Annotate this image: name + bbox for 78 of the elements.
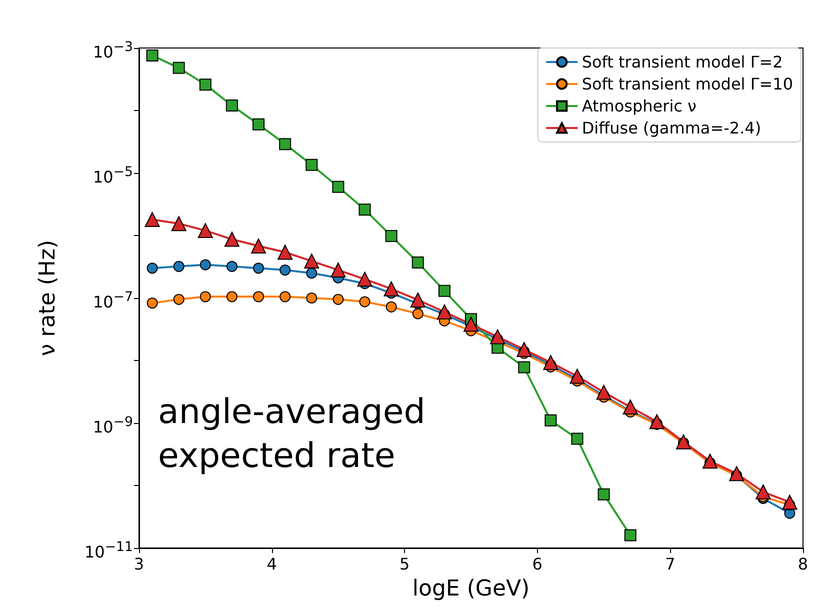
point	[280, 264, 291, 276]
point	[436, 304, 452, 320]
x-tick-label: 6	[532, 554, 542, 574]
point	[278, 244, 293, 260]
point	[571, 432, 584, 445]
point	[410, 292, 426, 308]
x-tick-label: 7	[665, 554, 676, 574]
point	[253, 262, 264, 274]
point	[226, 260, 238, 272]
annotation: angle-averaged expected rate	[158, 392, 426, 476]
y-axis-title: ν rate (Hz)	[36, 240, 60, 356]
point	[306, 268, 318, 279]
point	[384, 281, 399, 296]
y-tick-label: 10$^{−7}$	[92, 289, 133, 312]
legend-label: Soft transient model Γ=2	[582, 52, 783, 72]
x-axis-title: logE (GeV)	[412, 576, 530, 602]
point	[624, 529, 636, 542]
y-tick-label: 10$^{−9}$	[92, 414, 133, 438]
point	[280, 291, 291, 302]
legend-label: Diffuse (gamma=-2.4)	[582, 118, 762, 138]
point	[332, 180, 344, 193]
point	[144, 212, 160, 228]
point	[226, 291, 238, 302]
x-tick-label: 4	[266, 554, 277, 574]
point	[490, 329, 506, 344]
point	[518, 361, 530, 374]
point	[596, 384, 612, 400]
point	[226, 100, 238, 112]
point	[543, 354, 558, 370]
point	[386, 301, 397, 312]
point	[251, 238, 266, 254]
point	[306, 158, 318, 171]
point	[544, 414, 557, 426]
y-tick-label: 10$^{−5}$	[92, 164, 133, 188]
point	[306, 292, 318, 304]
point	[782, 494, 798, 510]
x-tick-label: 5	[400, 554, 410, 574]
point	[332, 294, 344, 305]
legend-label: Atmospheric ν	[582, 96, 697, 116]
point	[330, 262, 346, 278]
x-tick-label: 8	[798, 554, 808, 574]
point	[649, 414, 664, 430]
point	[412, 308, 424, 320]
point	[279, 138, 292, 150]
point	[200, 291, 211, 302]
point	[464, 316, 478, 332]
point	[729, 466, 744, 482]
point	[516, 342, 532, 357]
point	[622, 400, 638, 415]
point	[146, 298, 158, 309]
point	[200, 259, 211, 270]
point	[304, 254, 320, 269]
point	[756, 484, 771, 500]
point	[198, 223, 213, 238]
point	[676, 434, 691, 450]
point	[171, 216, 186, 232]
point	[173, 294, 184, 305]
point	[199, 78, 212, 91]
point	[253, 291, 264, 302]
point	[412, 256, 424, 268]
point	[224, 232, 240, 247]
point	[252, 118, 265, 130]
point	[358, 204, 371, 216]
point	[385, 230, 398, 242]
point	[570, 368, 585, 384]
point	[702, 454, 718, 469]
point	[172, 62, 185, 74]
x-tick-label: 3	[134, 554, 144, 574]
y-tick-label: 10$^{−3}$	[92, 39, 133, 62]
point	[438, 284, 450, 297]
point	[146, 49, 158, 62]
y-tick-label: 10$^{−11}$	[84, 539, 133, 562]
point	[146, 262, 158, 274]
point	[598, 488, 610, 500]
point	[173, 260, 184, 272]
legend-label: Soft transient model Γ=10	[582, 74, 794, 94]
point	[357, 272, 372, 287]
point	[359, 296, 370, 308]
